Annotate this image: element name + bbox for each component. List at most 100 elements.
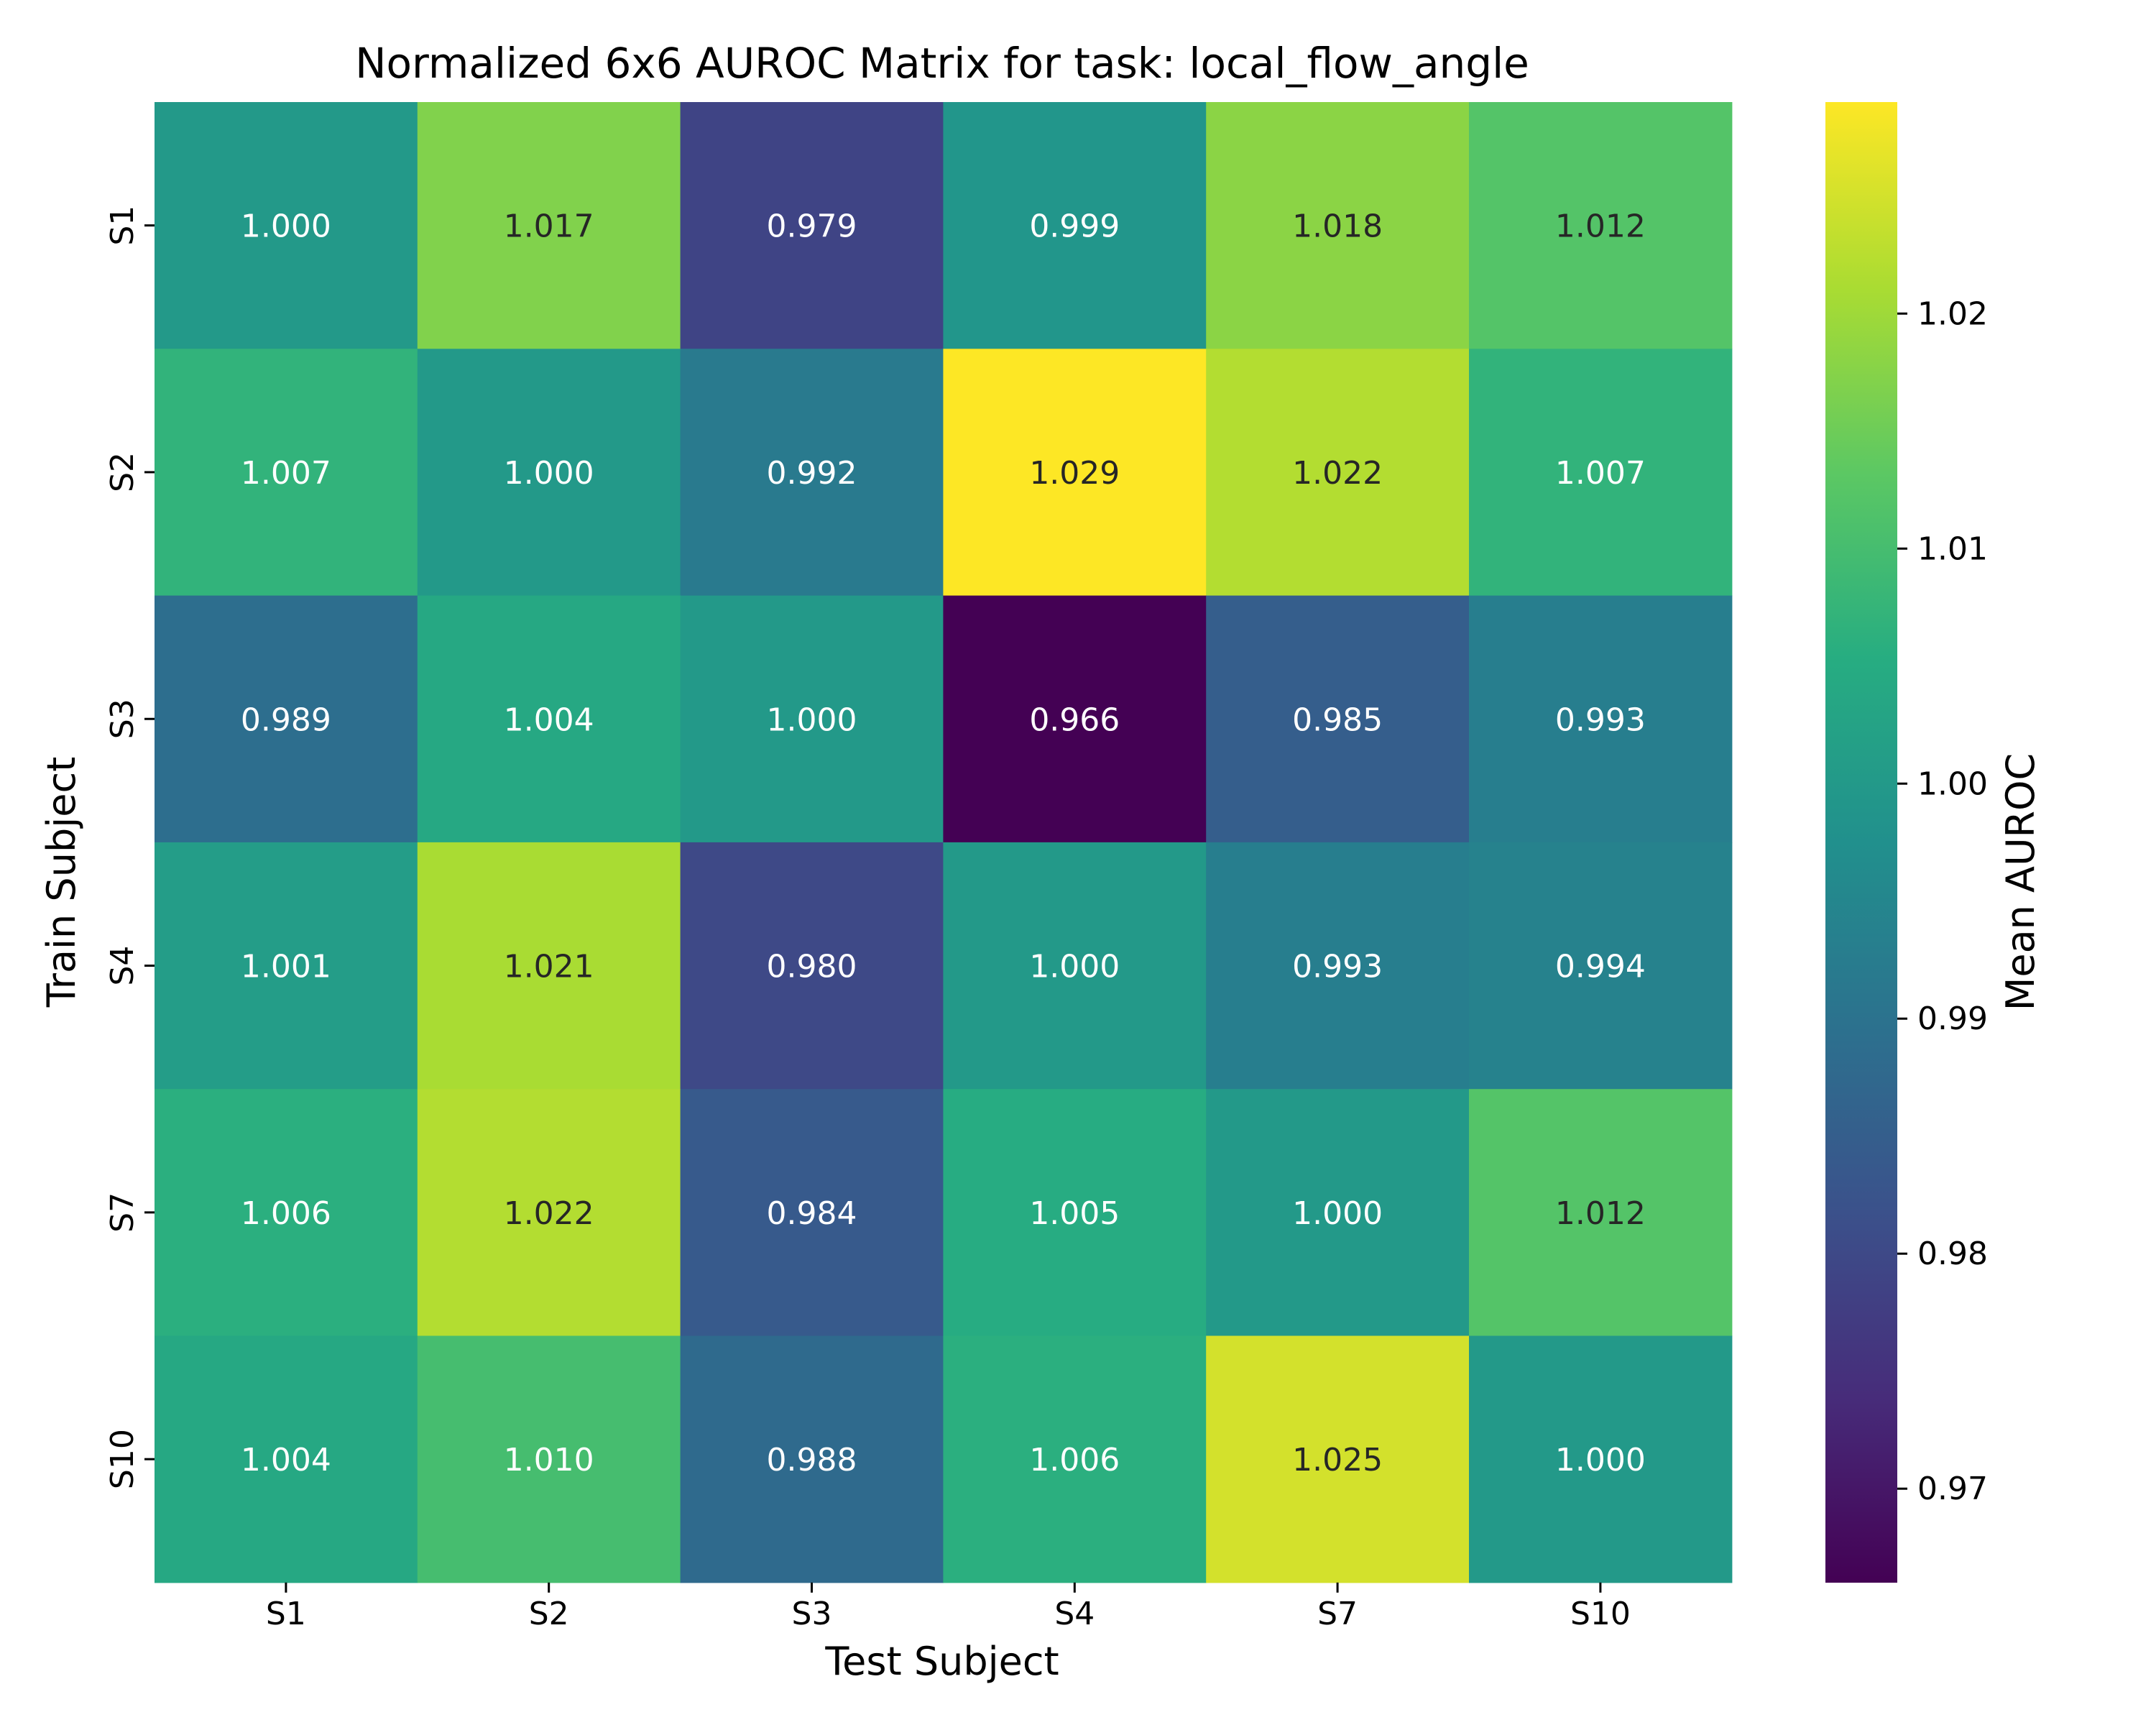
cell-value-label: 1.017 <box>504 208 594 245</box>
cell-value-label: 0.994 <box>1555 949 1646 985</box>
cell-value-label: 0.993 <box>1292 949 1383 985</box>
cell-value-label: 1.025 <box>1292 1442 1383 1478</box>
heatmap-cell <box>155 595 418 843</box>
cell-value-label: 1.012 <box>1555 208 1646 245</box>
heatmap-cell <box>943 102 1207 349</box>
cell-value-label: 0.988 <box>767 1442 857 1478</box>
cell-value-label: 1.006 <box>241 1195 331 1232</box>
colorbar-tick-label: 1.02 <box>1917 295 1988 332</box>
cell-value-label: 0.989 <box>241 702 331 738</box>
heatmap-cell <box>1206 842 1470 1090</box>
x-tick-label: S7 <box>1317 1596 1358 1632</box>
heatmap-cell <box>1469 1335 1733 1583</box>
x-tick-label: S4 <box>1054 1596 1095 1632</box>
x-tick-label: S2 <box>529 1596 569 1632</box>
cell-value-label: 0.979 <box>767 208 857 245</box>
cell-value-label: 1.000 <box>241 208 331 245</box>
cell-value-label: 1.021 <box>504 949 594 985</box>
heatmap-cell <box>943 349 1207 597</box>
y-tick-label: S10 <box>104 1429 141 1489</box>
cell-value-label: 0.993 <box>1555 702 1646 738</box>
cell-value-label: 0.992 <box>767 455 857 492</box>
heatmap-cell <box>155 349 418 597</box>
heatmap-cell <box>155 1335 418 1583</box>
y-tick-label: S4 <box>104 946 141 986</box>
heatmap-cell <box>155 102 418 349</box>
heatmap-cell <box>417 595 681 843</box>
chart-title: Normalized 6x6 AUROC Matrix for task: lo… <box>355 39 1529 88</box>
heatmap-cell <box>417 1089 681 1337</box>
heatmap-cell <box>1206 1335 1470 1583</box>
heatmap-cell <box>155 1089 418 1337</box>
heatmap-cells: 1.000 1.017 0.979 0.999 1.018 1.012 1.007 1.000… <box>155 102 1733 1583</box>
heatmap-cell <box>680 595 944 843</box>
colorbar-tick-label: 0.99 <box>1917 1000 1988 1037</box>
heatmap-cell <box>417 1335 681 1583</box>
heatmap-cell <box>1469 595 1733 843</box>
x-tick-label: S3 <box>792 1596 832 1632</box>
y-tick-label: S1 <box>104 206 141 246</box>
colorbar-gradient <box>1825 102 1897 1583</box>
x-axis-label: Test Subject <box>824 1639 1059 1684</box>
cell-value-label: 1.000 <box>1029 949 1120 985</box>
colorbar-tick-label: 1.00 <box>1917 765 1988 802</box>
y-tick-label: S3 <box>104 699 141 739</box>
cell-value-label: 0.999 <box>1029 208 1120 245</box>
cell-value-label: 1.029 <box>1029 455 1120 492</box>
cell-value-label: 0.980 <box>767 949 857 985</box>
colorbar-tick-label: 0.98 <box>1917 1236 1988 1272</box>
colorbar-label: Mean AUROC <box>1998 753 2043 1011</box>
cell-value-label: 1.004 <box>241 1442 331 1478</box>
heatmap-cell <box>943 842 1207 1090</box>
cell-value-label: 1.006 <box>1029 1442 1120 1478</box>
cell-value-label: 1.007 <box>241 455 331 492</box>
cell-value-label: 1.001 <box>241 949 331 985</box>
cell-value-label: 1.004 <box>504 702 594 738</box>
colorbar-tick-label: 0.97 <box>1917 1471 1988 1507</box>
heatmap-cell <box>680 102 944 349</box>
heatmap-cell <box>680 842 944 1090</box>
heatmap-cell <box>155 842 418 1090</box>
cell-value-label: 1.005 <box>1029 1195 1120 1232</box>
y-axis-label: Train Subject <box>39 757 84 1008</box>
cell-value-label: 1.010 <box>504 1442 594 1478</box>
heatmap-cell <box>417 349 681 597</box>
cell-value-label: 1.022 <box>504 1195 594 1232</box>
heatmap-cell <box>943 595 1207 843</box>
heatmap-cell <box>417 842 681 1090</box>
cell-value-label: 1.000 <box>1292 1195 1383 1232</box>
cell-value-label: 1.000 <box>767 702 857 738</box>
y-axis-ticks: S1 S2 S3 S4 S7 S10 <box>104 206 155 1489</box>
heatmap-cell <box>1469 1089 1733 1337</box>
cell-value-label: 0.966 <box>1029 702 1120 738</box>
cell-value-label: 1.022 <box>1292 455 1383 492</box>
x-tick-label: S1 <box>266 1596 306 1632</box>
cell-value-label: 0.985 <box>1292 702 1383 738</box>
heatmap-cell <box>1206 102 1470 349</box>
heatmap-cell <box>680 1089 944 1337</box>
heatmap-cell <box>417 102 681 349</box>
cell-value-label: 1.007 <box>1555 455 1646 492</box>
heatmap-cell <box>680 1335 944 1583</box>
heatmap-cell <box>680 349 944 597</box>
colorbar-tick-label: 1.01 <box>1917 530 1988 567</box>
heatmap-cell <box>1469 842 1733 1090</box>
heatmap-cell <box>1206 1089 1470 1337</box>
cell-value-label: 1.000 <box>504 455 594 492</box>
heatmap-cell <box>1469 349 1733 597</box>
heatmap-cell <box>943 1089 1207 1337</box>
heatmap-cell <box>1206 349 1470 597</box>
heatmap-cell <box>943 1335 1207 1583</box>
heatmap-cell <box>1206 595 1470 843</box>
cell-value-label: 0.984 <box>767 1195 857 1232</box>
heatmap-cell <box>1469 102 1733 349</box>
colorbar: 0.97 0.98 0.99 1.00 1.01 1.02 <box>1825 102 1988 1583</box>
y-tick-label: S2 <box>104 452 141 492</box>
y-tick-label: S7 <box>104 1192 141 1233</box>
cell-value-label: 1.018 <box>1292 208 1383 245</box>
x-tick-label: S10 <box>1570 1596 1631 1632</box>
cell-value-label: 1.000 <box>1555 1442 1646 1478</box>
x-axis-ticks: S1 S2 S3 S4 S7 S10 <box>266 1582 1631 1632</box>
cell-value-label: 1.012 <box>1555 1195 1646 1232</box>
